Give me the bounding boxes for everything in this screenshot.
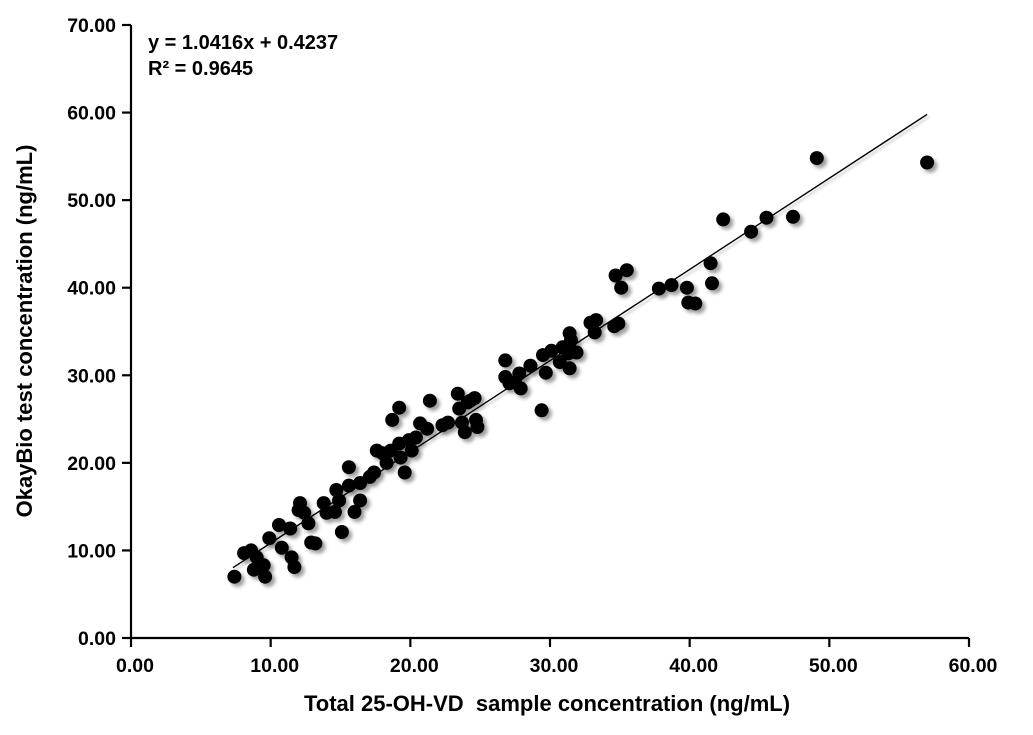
data-point bbox=[408, 430, 423, 445]
y-tick-label: 50.00 bbox=[67, 190, 116, 212]
data-point bbox=[651, 281, 666, 296]
data-point bbox=[258, 569, 273, 584]
data-point bbox=[569, 345, 584, 360]
data-point bbox=[587, 325, 602, 340]
data-point bbox=[809, 151, 824, 166]
data-point bbox=[297, 505, 312, 520]
x-tick-label: 60.00 bbox=[949, 655, 998, 677]
y-tick-label: 30.00 bbox=[67, 365, 116, 387]
data-point bbox=[538, 365, 553, 380]
y-tick-label: 0.00 bbox=[78, 628, 116, 650]
data-point bbox=[227, 569, 242, 584]
data-point bbox=[562, 361, 577, 376]
data-point bbox=[703, 256, 718, 271]
data-point bbox=[385, 412, 400, 427]
data-point bbox=[457, 425, 472, 440]
y-tick-label: 60.00 bbox=[67, 103, 116, 125]
data-point bbox=[422, 393, 437, 408]
data-point bbox=[688, 296, 703, 311]
data-point bbox=[611, 316, 626, 331]
data-point bbox=[301, 516, 316, 531]
data-point bbox=[397, 465, 412, 480]
data-point bbox=[441, 415, 455, 430]
data-point bbox=[705, 276, 719, 291]
data-point bbox=[341, 478, 356, 493]
data-point bbox=[534, 403, 549, 418]
data-point bbox=[283, 521, 298, 536]
data-point bbox=[420, 421, 435, 436]
data-point bbox=[786, 209, 800, 224]
data-point bbox=[450, 386, 465, 401]
x-tick-label: 50.00 bbox=[809, 655, 858, 677]
data-point bbox=[513, 381, 528, 396]
data-point bbox=[272, 518, 286, 532]
x-axis-title: Total 25-OH-VD sample concentration (ng/… bbox=[304, 691, 790, 716]
data-point bbox=[332, 493, 347, 508]
data-point bbox=[347, 504, 362, 519]
data-point bbox=[308, 536, 323, 551]
axes bbox=[122, 23, 971, 647]
data-point bbox=[614, 280, 629, 295]
data-point bbox=[470, 420, 485, 434]
data-point bbox=[759, 210, 774, 225]
data-point bbox=[379, 455, 394, 470]
data-point bbox=[589, 313, 604, 328]
data-point bbox=[523, 358, 538, 373]
data-point bbox=[716, 212, 731, 227]
y-tick-label: 40.00 bbox=[67, 278, 116, 300]
x-tick-label: 0.00 bbox=[116, 655, 154, 677]
data-point bbox=[334, 525, 349, 539]
regression-equation-label: y = 1.0416x + 0.4237 bbox=[148, 32, 338, 54]
x-tick-label: 20.00 bbox=[390, 655, 439, 677]
data-point bbox=[256, 558, 271, 573]
data-point bbox=[274, 540, 289, 555]
data-point bbox=[329, 483, 344, 497]
data-point bbox=[287, 560, 302, 575]
x-tick-label: 30.00 bbox=[530, 655, 579, 677]
data-point bbox=[664, 278, 679, 293]
data-point bbox=[608, 268, 623, 283]
data-point bbox=[392, 400, 407, 415]
data-point bbox=[619, 263, 634, 278]
x-tick-label: 10.00 bbox=[250, 655, 299, 677]
y-tick-label: 10.00 bbox=[67, 540, 116, 562]
tick-labels-group: 0.00 10.00 20.00 30.00 40.00 50.00 60.00 70.00 0… bbox=[67, 15, 997, 677]
data-point bbox=[512, 366, 527, 381]
data-points-group bbox=[227, 151, 935, 584]
data-point bbox=[467, 391, 482, 406]
data-point bbox=[404, 443, 419, 458]
data-point bbox=[393, 450, 408, 465]
data-point bbox=[564, 333, 578, 348]
r-squared-label: R² = 0.9645 bbox=[148, 58, 253, 80]
data-point bbox=[367, 465, 381, 480]
data-point bbox=[327, 504, 342, 519]
y-tick-label: 70.00 bbox=[67, 15, 116, 37]
data-point bbox=[679, 280, 694, 295]
data-point bbox=[262, 531, 277, 546]
data-point bbox=[498, 353, 513, 368]
data-point bbox=[544, 343, 559, 358]
data-point bbox=[744, 224, 759, 239]
data-point bbox=[920, 155, 935, 170]
y-tick-label: 20.00 bbox=[67, 453, 116, 475]
y-axis-title: OkayBio test concentration (ng/mL) bbox=[12, 145, 37, 518]
data-point bbox=[353, 493, 368, 508]
x-tick-label: 40.00 bbox=[669, 655, 718, 677]
data-point bbox=[341, 460, 356, 475]
